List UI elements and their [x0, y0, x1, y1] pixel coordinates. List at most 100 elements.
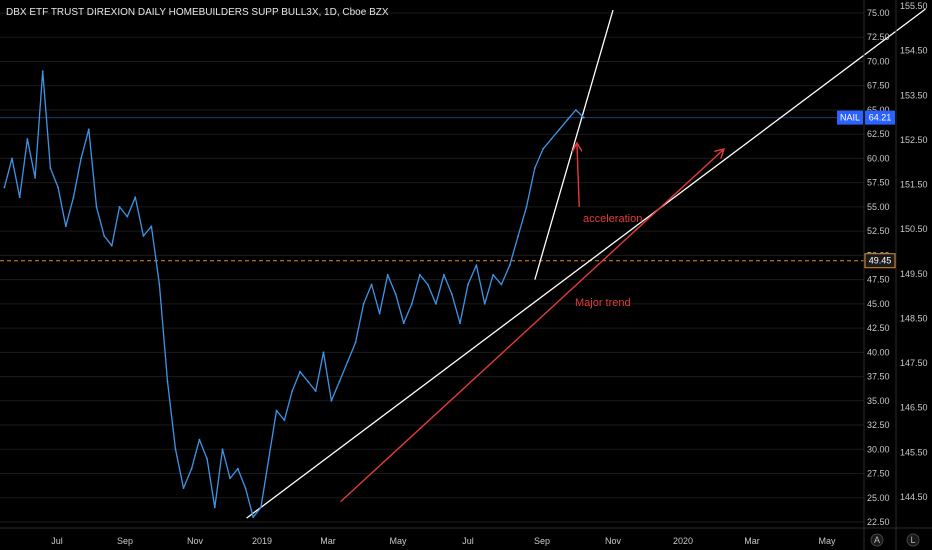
price-point [236, 467, 239, 470]
chart-title: DBX ETF TRUST DIREXION DAILY HOMEBUILDER… [6, 7, 389, 18]
price-point [435, 303, 437, 305]
price-point [533, 167, 536, 170]
time-tick-label: May [818, 536, 836, 546]
price-point [174, 448, 177, 451]
price-point [267, 458, 270, 460]
price-point [410, 303, 413, 305]
price-point [354, 341, 357, 344]
price-point [566, 118, 569, 121]
price-tick-label: 67.50 [867, 81, 890, 91]
price-point [362, 303, 365, 305]
time-tick-label: 2020 [673, 536, 693, 546]
time-tick-label: Jul [462, 536, 474, 546]
last-price-badge [865, 110, 895, 125]
log-scale-button[interactable] [906, 533, 920, 547]
price-tick-label: 52.50 [867, 226, 890, 236]
major-trendline [246, 8, 926, 519]
price-point [206, 458, 209, 460]
price-point [64, 225, 67, 228]
price-point [213, 506, 216, 509]
price-point [402, 322, 405, 325]
price-point [500, 283, 503, 286]
auto-scale-button[interactable] [870, 533, 884, 547]
price-point [142, 235, 145, 237]
price-point [443, 273, 445, 276]
price-point [275, 409, 278, 412]
price-point [11, 157, 13, 160]
price-point [190, 467, 193, 470]
secondary-tick-label: 144.50 [900, 492, 928, 502]
time-tick-label: 2019 [252, 536, 272, 546]
price-point [87, 128, 90, 131]
price-point [314, 390, 317, 392]
price-tick-label: 40.00 [867, 347, 890, 357]
price-point [182, 487, 185, 489]
price-point [252, 516, 255, 519]
ticker-badge [837, 110, 863, 125]
price-point [34, 176, 36, 179]
secondary-tick-label: 152.50 [900, 135, 928, 145]
price-point [418, 273, 421, 276]
price-tick-label: 70.00 [867, 56, 890, 66]
price-point [558, 128, 561, 131]
price-point [150, 225, 153, 228]
price-point [166, 380, 169, 383]
price-point [158, 283, 161, 286]
price-point [525, 206, 528, 208]
log-scale-label: L [910, 535, 915, 545]
acceleration-label: acceleration [583, 213, 642, 225]
reference-level-badge [864, 253, 896, 269]
price-point [483, 303, 486, 305]
price-point [550, 138, 553, 140]
secondary-tick-label: 151.50 [900, 180, 928, 190]
price-point [574, 109, 577, 111]
price-point [291, 390, 294, 392]
price-tick-label: 57.50 [867, 178, 890, 188]
price-point [542, 147, 545, 150]
price-point [260, 506, 262, 509]
price-point [338, 380, 341, 383]
price-point [3, 186, 6, 189]
price-point [299, 370, 301, 373]
price-point [283, 419, 286, 422]
price-point [322, 351, 325, 354]
price-point [57, 186, 59, 189]
time-tick-label: Nov [187, 536, 204, 546]
price-point [198, 438, 201, 441]
price-point [346, 361, 349, 363]
major-trend-arrow [340, 150, 724, 503]
price-point [103, 235, 106, 237]
reference-level-value: 49.45 [869, 256, 892, 266]
price-tick-label: 72.50 [867, 32, 890, 42]
price-point [307, 380, 309, 383]
price-point [95, 206, 98, 208]
price-tick-label: 55.00 [867, 202, 890, 212]
price-point [386, 273, 389, 276]
price-point [370, 283, 373, 286]
price-point [26, 138, 29, 140]
secondary-tick-label: 154.50 [900, 46, 928, 56]
secondary-tick-label: 155.50 [900, 1, 928, 11]
price-point [475, 264, 478, 266]
price-point [229, 477, 232, 480]
price-point [378, 312, 381, 315]
price-point [583, 116, 585, 119]
price-tick-label: 25.00 [867, 493, 890, 503]
acceleration-arrow [577, 144, 579, 207]
secondary-tick-label: 145.50 [900, 447, 928, 457]
price-tick-label: 27.50 [867, 469, 890, 479]
price-point [49, 167, 52, 170]
secondary-tick-label: 146.50 [900, 403, 928, 413]
price-tick-label: 22.50 [867, 517, 890, 527]
time-tick-label: Sep [534, 536, 550, 546]
price-tick-label: 65.00 [867, 105, 890, 115]
price-point [508, 264, 511, 266]
price-point [80, 157, 82, 160]
time-tick-label: Mar [320, 536, 336, 546]
price-point [244, 487, 247, 489]
price-point [394, 293, 397, 296]
price-tick-label: 37.50 [867, 372, 890, 382]
ticker-label: NAIL [840, 113, 860, 123]
